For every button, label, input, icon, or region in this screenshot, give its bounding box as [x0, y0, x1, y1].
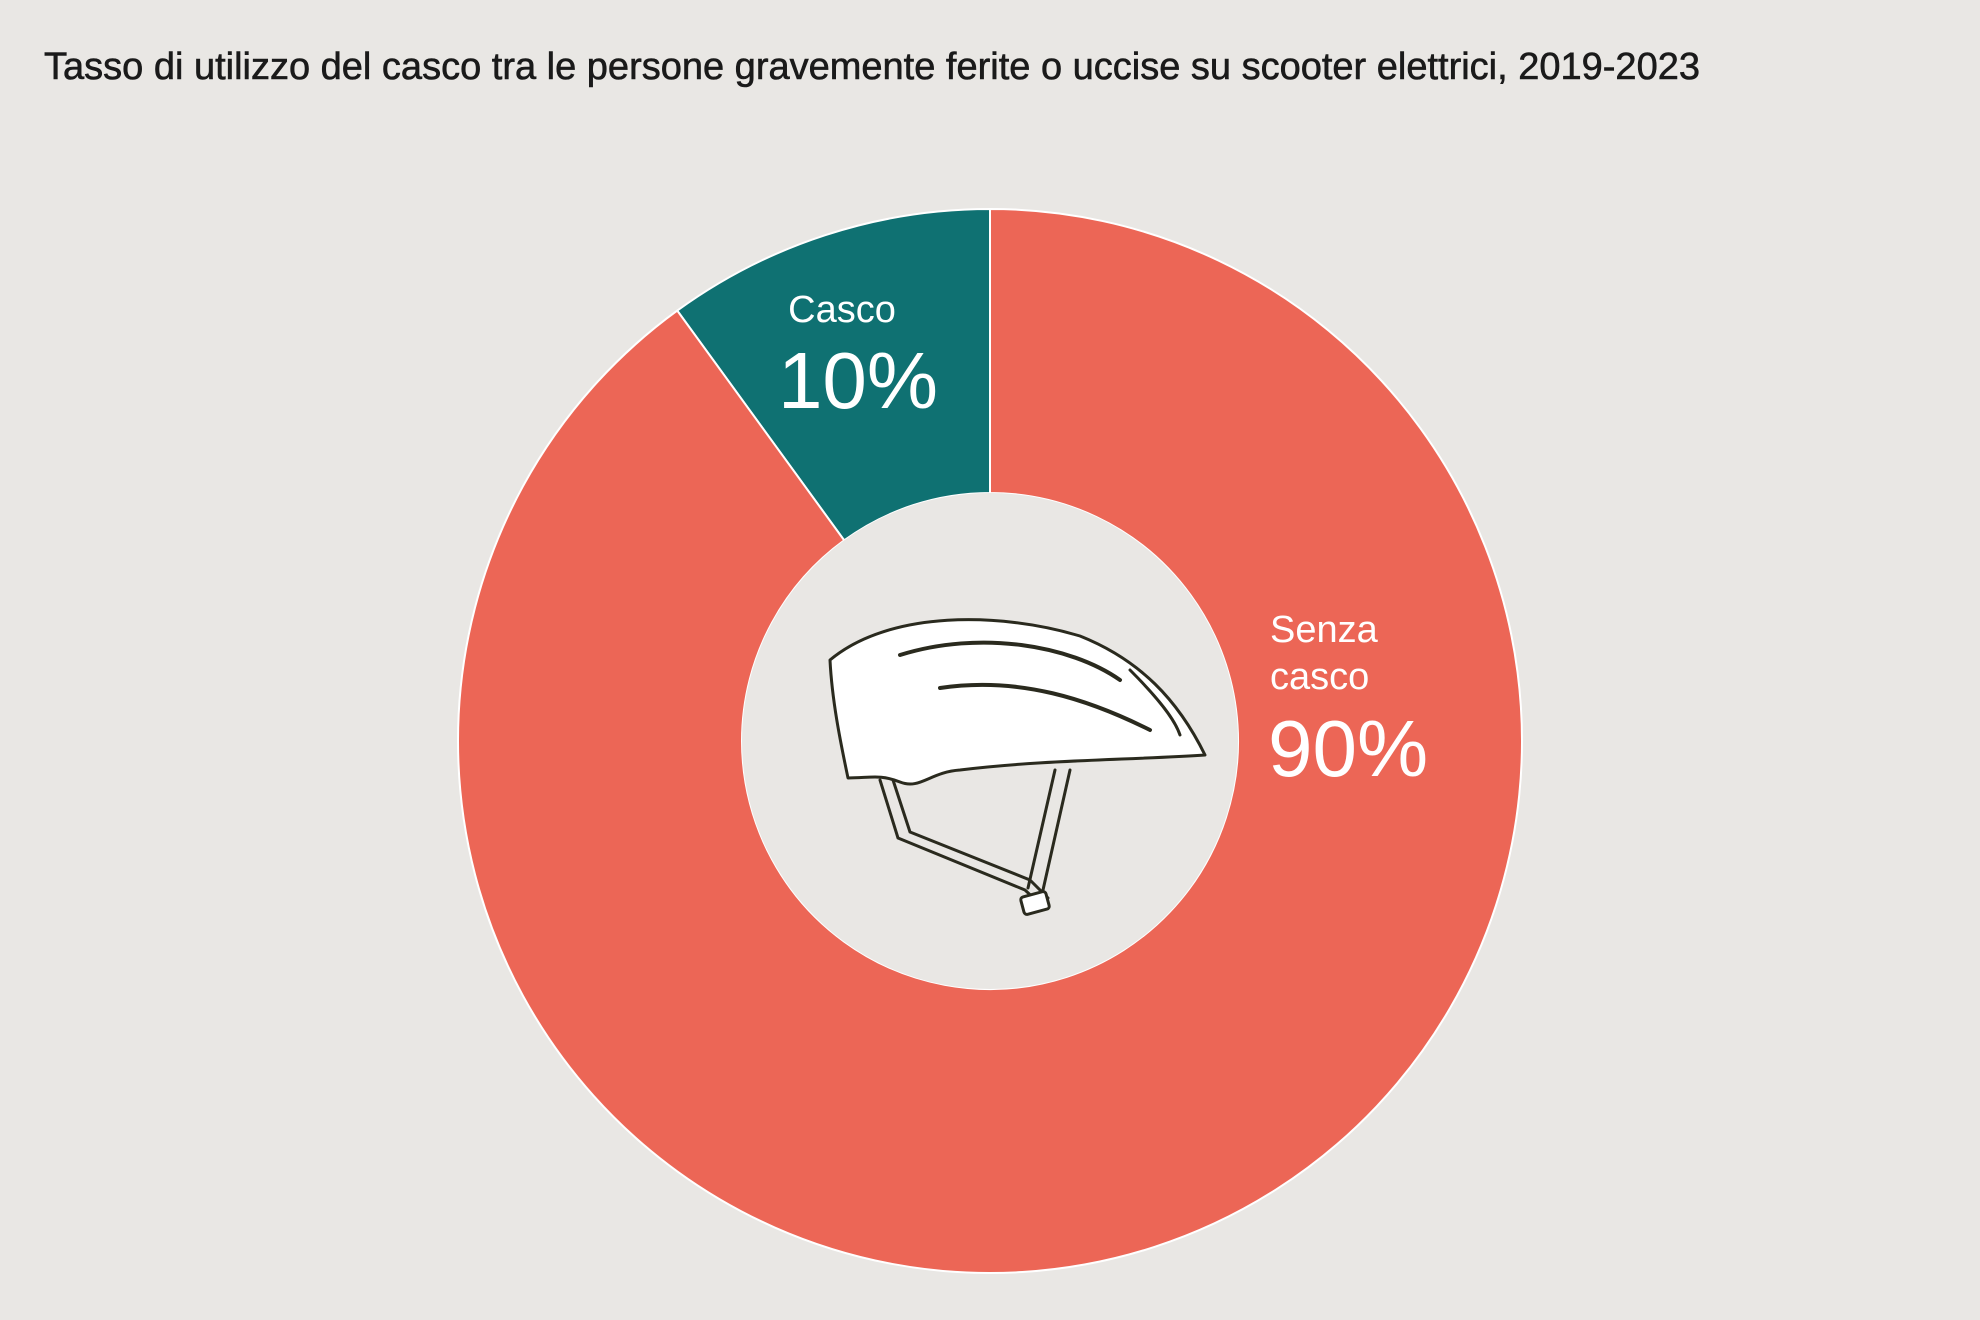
helmet-icon — [828, 618, 1207, 916]
slice-value-senza-casco: 90% — [1268, 704, 1428, 793]
slice-label-casco: Casco — [788, 289, 896, 331]
slice-senza-casco — [457, 207, 1523, 1274]
chart-title: Tasso di utilizzo del casco tra le perso… — [44, 46, 1701, 89]
slice-label-senza-line1: Senza — [1270, 609, 1379, 651]
slice-label-senza-line2: casco — [1270, 656, 1369, 698]
slice-value-casco: 10% — [778, 336, 938, 425]
